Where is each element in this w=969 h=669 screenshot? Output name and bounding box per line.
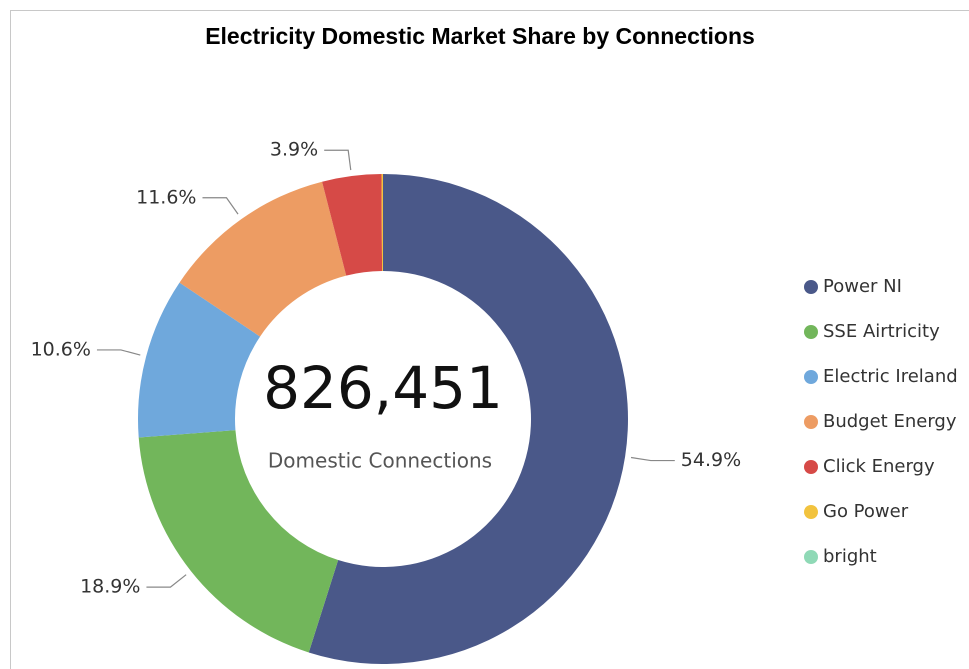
legend-label: SSE Airtricity (823, 321, 940, 342)
legend-swatch (804, 505, 818, 519)
donut-slice (179, 181, 347, 337)
legend-label: bright (823, 546, 877, 567)
chart-title: Electricity Domestic Market Share by Con… (205, 23, 755, 49)
center-label: Domestic Connections (268, 449, 492, 473)
legend-label: Electric Ireland (823, 366, 958, 387)
data-label: 3.9% (270, 139, 318, 161)
data-label: 54.9% (681, 449, 741, 471)
legend-swatch (804, 325, 818, 339)
data-label: 10.6% (31, 338, 91, 360)
leader-line (202, 197, 239, 215)
leader-line (630, 456, 675, 462)
legend-label: Click Energy (823, 456, 935, 477)
center-value: 826,451 (263, 354, 503, 422)
donut-slice (381, 174, 383, 272)
legend-swatch (804, 370, 818, 384)
data-label: 18.9% (80, 576, 140, 598)
legend-swatch (804, 280, 818, 294)
legend-swatch (804, 550, 818, 564)
data-label: 11.6% (136, 186, 196, 208)
donut-slice (308, 174, 629, 664)
legend-label: Budget Energy (823, 411, 957, 432)
donut-slice (322, 174, 383, 276)
legend-label: Go Power (823, 501, 909, 522)
legend-label: Power NI (823, 276, 902, 297)
leader-line (324, 149, 352, 171)
donut-slice (138, 282, 261, 438)
legend-swatch (804, 415, 818, 429)
donut-slice (138, 430, 339, 653)
leader-line (146, 574, 187, 588)
legend-swatch (804, 460, 818, 474)
leader-line (96, 349, 141, 356)
